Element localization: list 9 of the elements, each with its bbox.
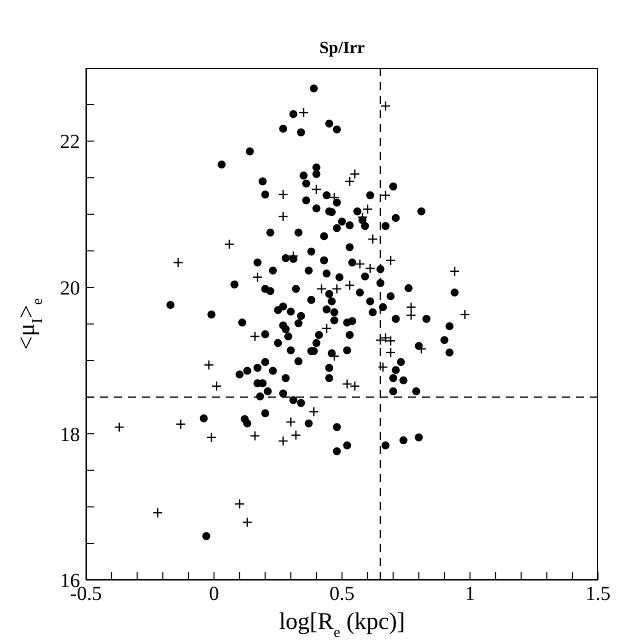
y-tick-label: 22 — [60, 131, 80, 154]
x-tick-label: 1 — [465, 583, 475, 606]
x-tick-label: 0.5 — [330, 583, 354, 606]
x-tick-label: 1.5 — [586, 583, 610, 606]
y-tick-label: 18 — [60, 424, 80, 446]
chart-title: Sp/Irr — [318, 38, 366, 58]
x-tick-label: 0 — [209, 583, 219, 606]
y-tick-label: 20 — [60, 278, 80, 300]
x-axis-title: log[R$_{e}$ (kpc)] — [279, 609, 405, 641]
